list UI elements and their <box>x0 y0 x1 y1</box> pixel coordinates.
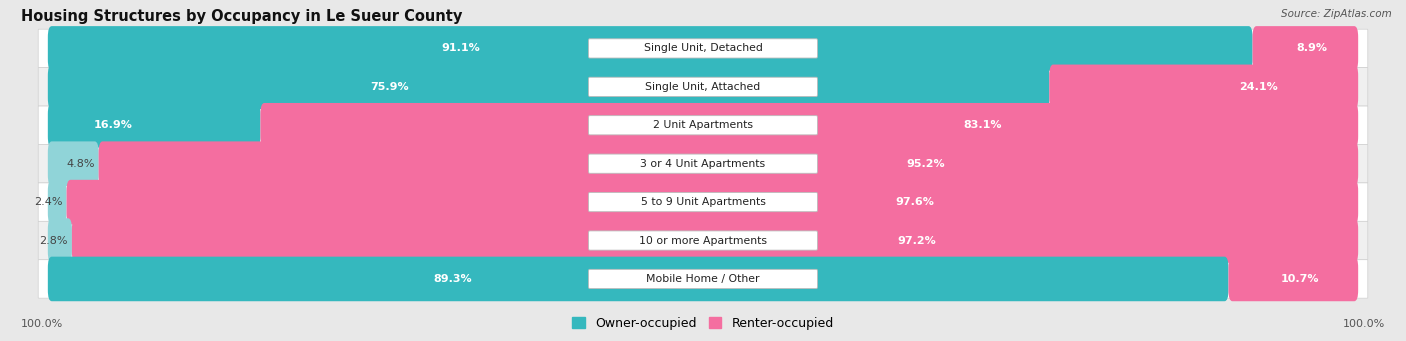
FancyBboxPatch shape <box>1049 64 1358 109</box>
FancyBboxPatch shape <box>589 193 817 212</box>
FancyBboxPatch shape <box>48 103 260 148</box>
FancyBboxPatch shape <box>38 221 1368 260</box>
Text: 4.8%: 4.8% <box>66 159 94 169</box>
Text: 3 or 4 Unit Apartments: 3 or 4 Unit Apartments <box>641 159 765 169</box>
FancyBboxPatch shape <box>48 26 1253 71</box>
FancyBboxPatch shape <box>38 68 1368 106</box>
Text: 24.1%: 24.1% <box>1239 82 1278 92</box>
FancyBboxPatch shape <box>1253 26 1358 71</box>
FancyBboxPatch shape <box>38 260 1368 298</box>
FancyBboxPatch shape <box>48 257 1229 301</box>
FancyBboxPatch shape <box>48 64 1049 109</box>
FancyBboxPatch shape <box>38 145 1368 183</box>
Text: 95.2%: 95.2% <box>907 159 945 169</box>
Text: 10 or more Apartments: 10 or more Apartments <box>638 236 768 246</box>
FancyBboxPatch shape <box>589 39 817 58</box>
FancyBboxPatch shape <box>589 269 817 288</box>
Text: 2.8%: 2.8% <box>39 236 67 246</box>
Text: Source: ZipAtlas.com: Source: ZipAtlas.com <box>1281 9 1392 18</box>
FancyBboxPatch shape <box>66 180 1358 224</box>
FancyBboxPatch shape <box>48 218 72 263</box>
Text: 2.4%: 2.4% <box>34 197 62 207</box>
FancyBboxPatch shape <box>589 154 817 173</box>
Text: 100.0%: 100.0% <box>21 319 63 329</box>
FancyBboxPatch shape <box>589 116 817 135</box>
FancyBboxPatch shape <box>48 142 98 186</box>
Legend: Owner-occupied, Renter-occupied: Owner-occupied, Renter-occupied <box>568 312 838 335</box>
Text: Mobile Home / Other: Mobile Home / Other <box>647 274 759 284</box>
Text: 97.2%: 97.2% <box>897 236 936 246</box>
FancyBboxPatch shape <box>1229 257 1358 301</box>
FancyBboxPatch shape <box>589 77 817 97</box>
FancyBboxPatch shape <box>260 103 1358 148</box>
FancyBboxPatch shape <box>72 218 1358 263</box>
FancyBboxPatch shape <box>48 180 66 224</box>
Text: 8.9%: 8.9% <box>1296 43 1327 54</box>
Text: 91.1%: 91.1% <box>441 43 481 54</box>
Text: Single Unit, Detached: Single Unit, Detached <box>644 43 762 54</box>
Text: Single Unit, Attached: Single Unit, Attached <box>645 82 761 92</box>
Text: 2 Unit Apartments: 2 Unit Apartments <box>652 120 754 130</box>
FancyBboxPatch shape <box>98 142 1358 186</box>
Text: 100.0%: 100.0% <box>1343 319 1385 329</box>
FancyBboxPatch shape <box>38 106 1368 145</box>
FancyBboxPatch shape <box>589 231 817 250</box>
Text: 75.9%: 75.9% <box>370 82 409 92</box>
Text: 16.9%: 16.9% <box>94 120 134 130</box>
FancyBboxPatch shape <box>38 29 1368 68</box>
Text: 5 to 9 Unit Apartments: 5 to 9 Unit Apartments <box>641 197 765 207</box>
Text: 10.7%: 10.7% <box>1281 274 1319 284</box>
Text: 97.6%: 97.6% <box>896 197 934 207</box>
Text: 89.3%: 89.3% <box>433 274 471 284</box>
Text: 83.1%: 83.1% <box>963 120 1002 130</box>
FancyBboxPatch shape <box>38 183 1368 221</box>
Text: Housing Structures by Occupancy in Le Sueur County: Housing Structures by Occupancy in Le Su… <box>21 9 463 24</box>
